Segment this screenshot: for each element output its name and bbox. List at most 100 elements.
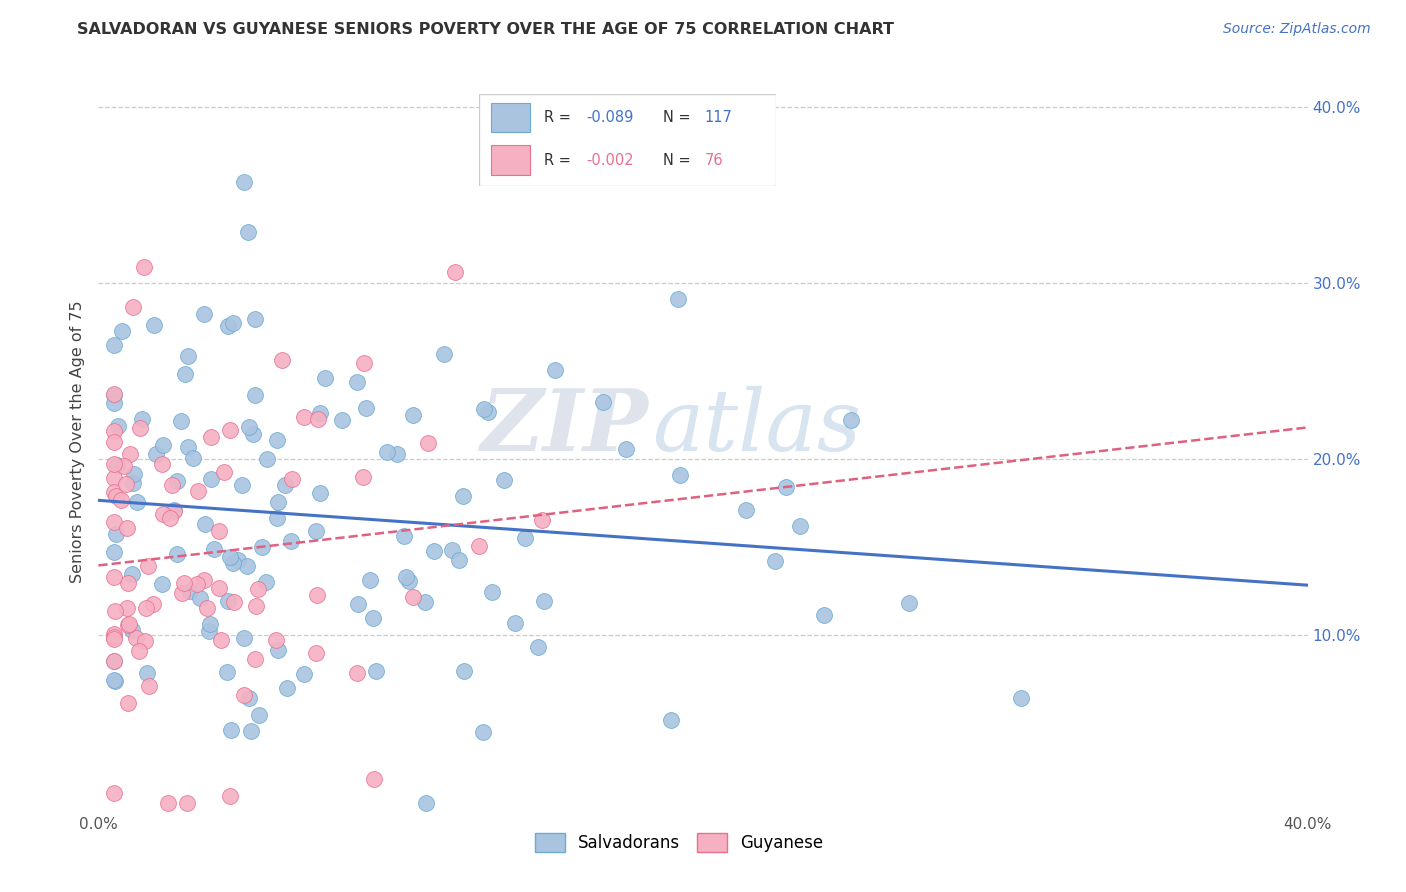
Point — [121, 623, 143, 637]
Y-axis label: Seniors Poverty Over the Age of 75: Seniors Poverty Over the Age of 75 — [69, 301, 84, 582]
Point — [163, 504, 186, 518]
Point — [281, 472, 304, 486]
Point — [243, 652, 266, 666]
Point — [187, 483, 209, 498]
Point — [125, 495, 148, 509]
Point — [763, 554, 786, 568]
Point — [236, 559, 259, 574]
Text: SALVADORAN VS GUYANESE SENIORS POVERTY OVER THE AGE OF 75 CORRELATION CHART: SALVADORAN VS GUYANESE SENIORS POVERTY O… — [77, 22, 894, 37]
Point — [238, 419, 260, 434]
Point — [122, 476, 145, 491]
Point — [125, 632, 148, 646]
Point — [266, 511, 288, 525]
Point — [226, 553, 249, 567]
Point — [305, 646, 328, 660]
Point — [789, 519, 811, 533]
Point — [150, 457, 173, 471]
Point — [387, 447, 409, 461]
Point — [271, 353, 294, 368]
Point — [266, 642, 288, 657]
Point — [103, 515, 125, 529]
Point — [132, 260, 155, 274]
Point — [415, 796, 437, 810]
Point — [292, 667, 315, 681]
Point — [197, 624, 219, 639]
Point — [163, 503, 186, 517]
Point — [668, 467, 690, 482]
Point — [114, 477, 136, 491]
Point — [160, 478, 183, 492]
Point — [274, 477, 297, 491]
Point — [402, 590, 425, 604]
Point — [202, 541, 225, 556]
Point — [103, 654, 125, 668]
Point — [513, 532, 536, 546]
Point — [363, 611, 385, 625]
Point — [159, 511, 181, 525]
Point — [492, 473, 515, 487]
Point — [142, 318, 165, 332]
Point — [256, 451, 278, 466]
Point — [156, 796, 179, 810]
Point — [103, 545, 125, 559]
Point — [135, 666, 157, 681]
Point — [195, 600, 218, 615]
Point — [614, 442, 637, 456]
Point — [222, 316, 245, 330]
Point — [219, 424, 242, 438]
Point — [112, 458, 135, 473]
Point — [307, 412, 329, 426]
Point — [468, 540, 491, 554]
Point — [264, 633, 287, 648]
Point — [152, 507, 174, 521]
Point — [103, 485, 125, 500]
Point — [775, 480, 797, 494]
Point — [232, 631, 254, 645]
Point — [897, 596, 920, 610]
Point — [416, 436, 439, 450]
Point — [246, 582, 269, 597]
Point — [309, 406, 332, 420]
Point — [173, 368, 195, 382]
Point — [138, 680, 160, 694]
Point — [150, 576, 173, 591]
Point — [104, 673, 127, 688]
Text: atlas: atlas — [652, 385, 862, 468]
Point — [231, 478, 253, 492]
Point — [659, 713, 682, 727]
Point — [103, 424, 125, 438]
Point — [527, 640, 550, 654]
Point — [103, 471, 125, 485]
Point — [103, 673, 125, 687]
Point — [392, 529, 415, 543]
Point — [413, 595, 436, 609]
Point — [266, 433, 288, 447]
Point — [222, 556, 245, 570]
Point — [208, 581, 231, 595]
Point — [118, 617, 141, 632]
Point — [233, 175, 256, 189]
Point — [208, 524, 231, 538]
Point — [402, 408, 425, 422]
Point — [200, 472, 222, 486]
Point — [543, 363, 565, 377]
Point — [129, 421, 152, 435]
Point — [172, 586, 194, 600]
Point — [441, 542, 464, 557]
Point — [363, 772, 385, 786]
Point — [103, 654, 125, 668]
Point — [447, 553, 470, 567]
Point — [131, 412, 153, 426]
Point — [145, 446, 167, 460]
Legend: Salvadorans, Guyanese: Salvadorans, Guyanese — [527, 826, 830, 859]
Point — [177, 440, 200, 454]
Point — [105, 458, 128, 473]
Point — [359, 573, 381, 587]
Point — [472, 402, 495, 417]
Point — [217, 594, 239, 608]
Point — [188, 591, 211, 605]
Point — [193, 308, 215, 322]
Point — [533, 594, 555, 608]
Point — [453, 664, 475, 678]
Point — [245, 599, 267, 614]
